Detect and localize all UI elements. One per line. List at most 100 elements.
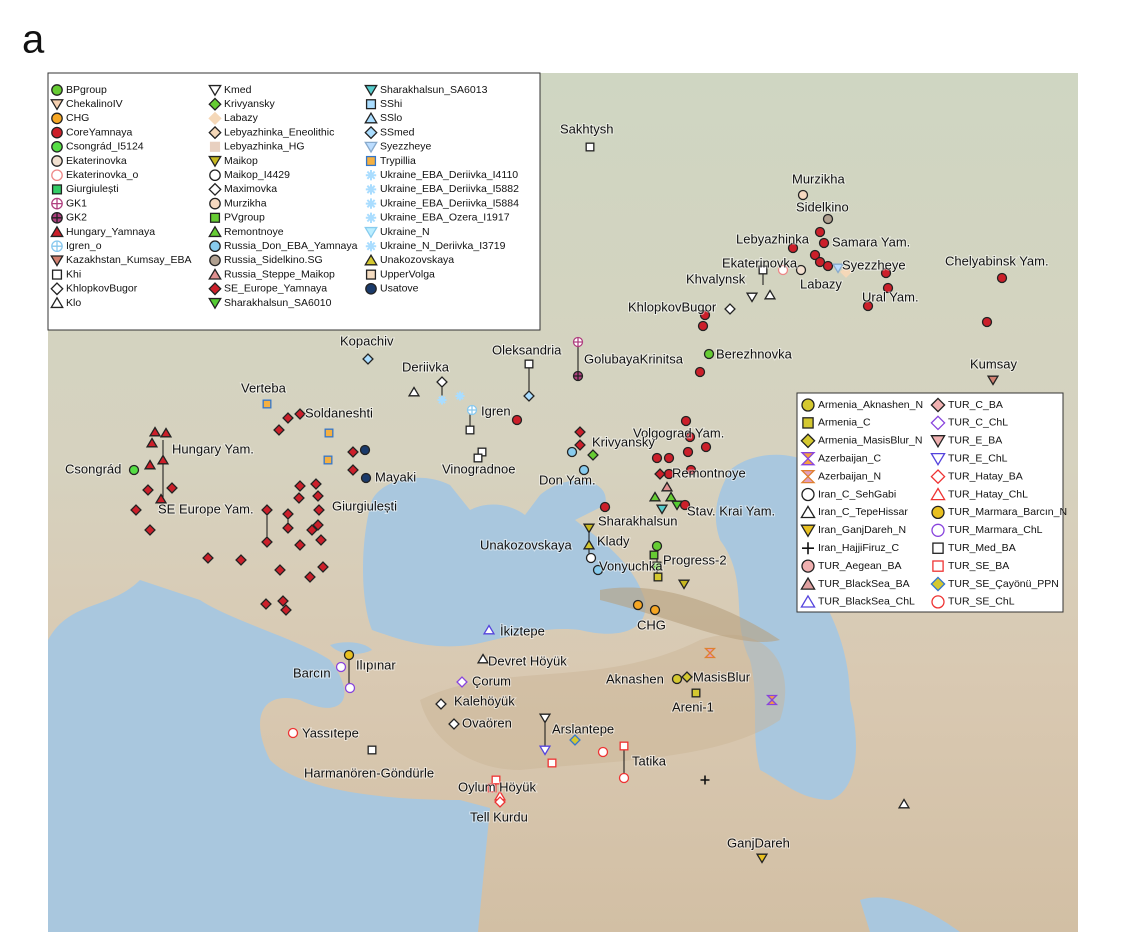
black-sea [363, 477, 646, 647]
legend-symbol [208, 182, 222, 197]
site-marker [822, 213, 834, 225]
site-marker [128, 464, 140, 476]
site-marker [703, 348, 715, 360]
legend-label: Ukraine_N [380, 226, 430, 238]
legend-symbol [51, 126, 63, 139]
legend-symbol [932, 542, 944, 554]
site-marker [880, 267, 892, 279]
site-marker [597, 746, 609, 758]
legend-symbol [365, 269, 377, 280]
legend-label: Iran_C_SehGabi [818, 488, 896, 500]
place-label: Krivyansky [592, 434, 655, 449]
place-label: Volgograd Yam. [633, 425, 724, 440]
legend-symbol [800, 524, 816, 538]
place-label: Chelyabinsk Yam. [945, 253, 1049, 268]
site-marker [294, 539, 306, 551]
legend-label: Lebyazhinka_Eneolithic [224, 126, 334, 138]
site-marker [664, 491, 678, 502]
legend-label: Syezzheye [380, 141, 432, 153]
site-marker [343, 649, 355, 661]
site-marker [578, 464, 590, 476]
legend-label: Iran_GanjDareh_N [818, 524, 906, 536]
legend-label: Iran_C_TepeHissar [818, 506, 908, 518]
place-label: KhlopkovBugor [628, 299, 717, 314]
legend-label: Krivyansky [224, 98, 276, 110]
site-marker [304, 571, 316, 583]
legend-label: Russia_Sidelkino.SG [224, 254, 323, 266]
legend-symbol [209, 169, 221, 182]
legend-label: Maximovka [224, 183, 277, 195]
legend-label: Labazy [224, 112, 259, 124]
site-marker [818, 237, 830, 249]
legend-label: TUR_C_BA [948, 399, 1003, 411]
legend-symbol [364, 226, 378, 239]
site-marker [144, 524, 156, 536]
site-marker [437, 395, 447, 405]
site-marker [981, 316, 993, 328]
site-marker [681, 671, 693, 683]
site-marker [651, 540, 663, 552]
place-label: Yassıtepe [302, 725, 359, 740]
site-marker [814, 226, 826, 238]
site-marker [261, 504, 273, 516]
site-marker [467, 405, 477, 415]
legend-symbol [208, 84, 222, 97]
site-marker [632, 599, 644, 611]
site-marker [262, 399, 272, 409]
legend-label: TUR_Hatay_BA [948, 470, 1023, 482]
site-marker [538, 745, 552, 756]
site-marker [777, 264, 789, 276]
mediterranean-sea [48, 580, 490, 932]
site-marker [347, 464, 359, 476]
legend-symbol [365, 99, 377, 110]
legend-label: CoreYamnaya [66, 126, 132, 138]
site-marker [523, 390, 535, 402]
gulf [860, 897, 960, 932]
legend-label: TUR_C_ChL [948, 417, 1008, 429]
site-marker [487, 783, 497, 793]
place-label: Areni-1 [672, 699, 714, 714]
place-label: Don Yam. [539, 472, 596, 487]
site-marker [360, 472, 372, 484]
legend-symbol [802, 417, 814, 429]
site-marker [574, 426, 586, 438]
place-label: Oylum Höyük [458, 779, 537, 794]
legend-label: Sharakhalsun_SA6013 [380, 84, 488, 96]
legend-label: Ekaterinovka [66, 155, 127, 167]
site-marker [862, 300, 874, 312]
place-label: Remontnoye [672, 465, 746, 480]
place-label: Soldaneshti [305, 405, 373, 420]
place-label: Tatika [632, 753, 667, 768]
site-marker [795, 264, 807, 276]
site-marker [511, 414, 523, 426]
place-label: Giurgiulești [332, 498, 397, 513]
legend-label: TUR_SE_Çayönü_PPN [948, 578, 1059, 590]
legend-label: Ukraine_EBA_Deriivka_I4110 [380, 169, 518, 181]
site-marker [618, 772, 630, 784]
legend-label: Ukraine_EBA_Ozera_I1917 [380, 212, 510, 224]
legend-symbol [208, 155, 222, 168]
place-label: Kumsay [970, 356, 1017, 371]
site-marker [670, 500, 684, 511]
site-marker [202, 552, 214, 564]
place-label: Ural Yam. [862, 289, 919, 304]
site-marker [476, 653, 490, 664]
legend-box [47, 72, 541, 331]
site-marker [280, 604, 292, 616]
legend-symbol [802, 542, 814, 555]
site-marker [831, 263, 845, 274]
legend-symbol [931, 595, 945, 609]
legend-symbol [209, 197, 221, 210]
site-marker [273, 424, 285, 436]
legend-symbol [50, 282, 64, 296]
place-label: Ovaören [462, 715, 512, 730]
legend-label: Ukraine_EBA_Deriivka_I5884 [380, 197, 519, 209]
place-label: Aknashen [606, 671, 664, 686]
site-marker [306, 524, 318, 536]
site-marker [323, 455, 333, 465]
legend-box [796, 392, 1064, 613]
legend-label: Maikop_I4429 [224, 169, 290, 181]
legend-symbol [51, 212, 63, 223]
anatolian-highlands [420, 634, 786, 770]
